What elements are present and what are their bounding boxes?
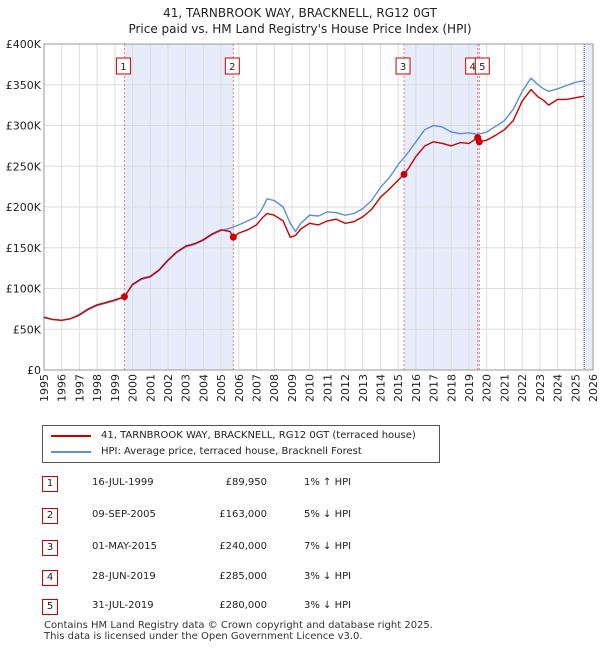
sale-date: 01-MAY-2015 [92, 541, 158, 552]
sale-price: £285,000 [219, 571, 267, 582]
legend-item-property: 41, TARNBROOK WAY, BRACKNELL, RG12 0GT (… [51, 430, 416, 441]
sale-marker-box [395, 57, 411, 75]
sale-point [475, 138, 483, 146]
chart-legend: 41, TARNBROOK WAY, BRACKNELL, RG12 0GT (… [42, 425, 440, 463]
sale-row: 2 09-SEP-2005 £163,000 5% ↓ HPI [42, 508, 582, 524]
plot-frame [43, 43, 594, 371]
chart-title: 41, TARNBROOK WAY, BRACKNELL, RG12 0GT [163, 6, 437, 20]
sale-date: 28-JUN-2019 [92, 571, 156, 582]
sale-row: 3 01-MAY-2015 £240,000 7% ↓ HPI [42, 540, 582, 556]
x-tick-label: 2015 [392, 374, 405, 402]
sale-number-badge: 3 [42, 540, 58, 556]
x-tick-label: 2026 [587, 374, 600, 402]
price-chart: £0 £50K £100K £150K £200K £250K £300K £350K £400… [6, 38, 600, 402]
sale-marker-badge: 5 [474, 57, 490, 75]
y-tick-label: £400K [6, 38, 42, 51]
footer-attribution: Contains HM Land Registry data © Crown c… [44, 620, 433, 642]
x-tick-label: 2012 [339, 374, 352, 402]
legend-swatch-property [51, 434, 91, 437]
x-tick-label: 2006 [233, 374, 246, 402]
sale-row: 5 31-JUL-2019 £280,000 3% ↓ HPI [42, 599, 582, 615]
x-tick-label: 2016 [410, 374, 423, 402]
sale-row: 1 16-JUL-1999 £89,950 1% ↑ HPI [42, 476, 582, 492]
sale-price: £163,000 [219, 509, 267, 520]
sale-marker-box [474, 57, 490, 75]
sale-hpi-diff: 1% ↑ HPI [304, 477, 352, 488]
x-tick-label: 2010 [304, 374, 317, 402]
y-tick-label: £100K [6, 283, 42, 296]
x-tick-label: 2011 [321, 374, 334, 402]
sale-marker-label: 5 [479, 62, 485, 73]
sale-date: 16-JUL-1999 [92, 477, 154, 488]
legend-item-hpi: HPI: Average price, terraced house, Brac… [51, 446, 362, 457]
legend-label-property: 41, TARNBROOK WAY, BRACKNELL, RG12 0GT (… [101, 430, 416, 441]
x-tick-label: 2002 [162, 374, 175, 402]
x-tick-label: 2018 [445, 374, 458, 402]
sale-date: 09-SEP-2005 [92, 509, 156, 520]
sale-marker-badge: 1 [115, 57, 131, 75]
x-tick-label: 2019 [463, 374, 476, 402]
sale-marker-badge: 2 [224, 57, 240, 75]
x-tick-label: 2020 [481, 374, 494, 402]
x-tick-label: 2025 [569, 374, 582, 402]
x-tick-label: 1997 [73, 374, 86, 402]
y-tick-label: £350K [6, 79, 42, 92]
sale-row: 4 28-JUN-2019 £285,000 3% ↓ HPI [42, 570, 582, 586]
sale-marker-label: 3 [400, 62, 406, 73]
sale-number-badge: 5 [42, 599, 58, 615]
sale-point [120, 293, 128, 301]
footer-line-2: This data is licensed under the Open Gov… [44, 631, 363, 642]
x-tick-label: 1999 [109, 374, 122, 402]
x-tick-label: 2021 [498, 374, 511, 402]
chart-subtitle: Price paid vs. HM Land Registry's House … [128, 22, 472, 36]
x-tick-label: 2014 [374, 374, 387, 402]
sale-hpi-diff: 3% ↓ HPI [304, 571, 352, 582]
sale-marker-label: 1 [120, 62, 126, 73]
x-tick-label: 2000 [127, 374, 140, 402]
x-tick-label: 1996 [56, 374, 69, 402]
sale-price: £240,000 [219, 541, 267, 552]
x-tick-label: 2003 [180, 374, 193, 402]
sale-point [400, 170, 408, 178]
y-tick-label: £0 [27, 364, 41, 377]
sale-hpi-diff: 5% ↓ HPI [304, 509, 352, 520]
x-tick-label: 1998 [91, 374, 104, 402]
x-tick-label: 2017 [428, 374, 441, 402]
x-tick-label: 2008 [268, 374, 281, 402]
y-tick-label: £300K [6, 120, 42, 133]
y-tick-label: £50K [13, 323, 42, 336]
sale-marker-label: 2 [229, 62, 235, 73]
sale-hpi-diff: 7% ↓ HPI [304, 541, 352, 552]
legend-swatch-hpi [51, 450, 91, 453]
sale-number-badge: 1 [42, 476, 58, 492]
sale-price: £89,950 [225, 477, 267, 488]
x-tick-label: 2009 [286, 374, 299, 402]
y-tick-label: £250K [6, 160, 42, 173]
sale-date: 31-JUL-2019 [92, 600, 154, 611]
x-tick-label: 2023 [534, 374, 547, 402]
series-line-property [43, 88, 585, 321]
footer-line-1: Contains HM Land Registry data © Crown c… [44, 620, 433, 631]
sale-point [229, 233, 237, 241]
x-tick-label: 1995 [38, 374, 51, 402]
sale-marker-label: 4 [470, 62, 476, 73]
x-tick-label: 2013 [357, 374, 370, 402]
sale-number-badge: 2 [42, 508, 58, 524]
x-tick-label: 2022 [516, 374, 529, 402]
sale-marker-box [115, 57, 131, 75]
sale-number-badge: 4 [42, 570, 58, 586]
sale-price: £280,000 [219, 600, 267, 611]
x-tick-label: 2005 [215, 374, 228, 402]
x-tick-label: 2024 [552, 374, 565, 402]
legend-label-hpi: HPI: Average price, terraced house, Brac… [101, 446, 362, 457]
sale-marker-badge: 3 [395, 57, 411, 75]
x-tick-label: 2004 [197, 374, 210, 402]
sale-hpi-diff: 3% ↓ HPI [304, 600, 352, 611]
sale-marker-box [224, 57, 240, 75]
x-tick-label: 2001 [144, 374, 157, 402]
y-tick-label: £150K [6, 242, 42, 255]
y-tick-label: £200K [6, 201, 42, 214]
x-tick-label: 2007 [251, 374, 264, 402]
